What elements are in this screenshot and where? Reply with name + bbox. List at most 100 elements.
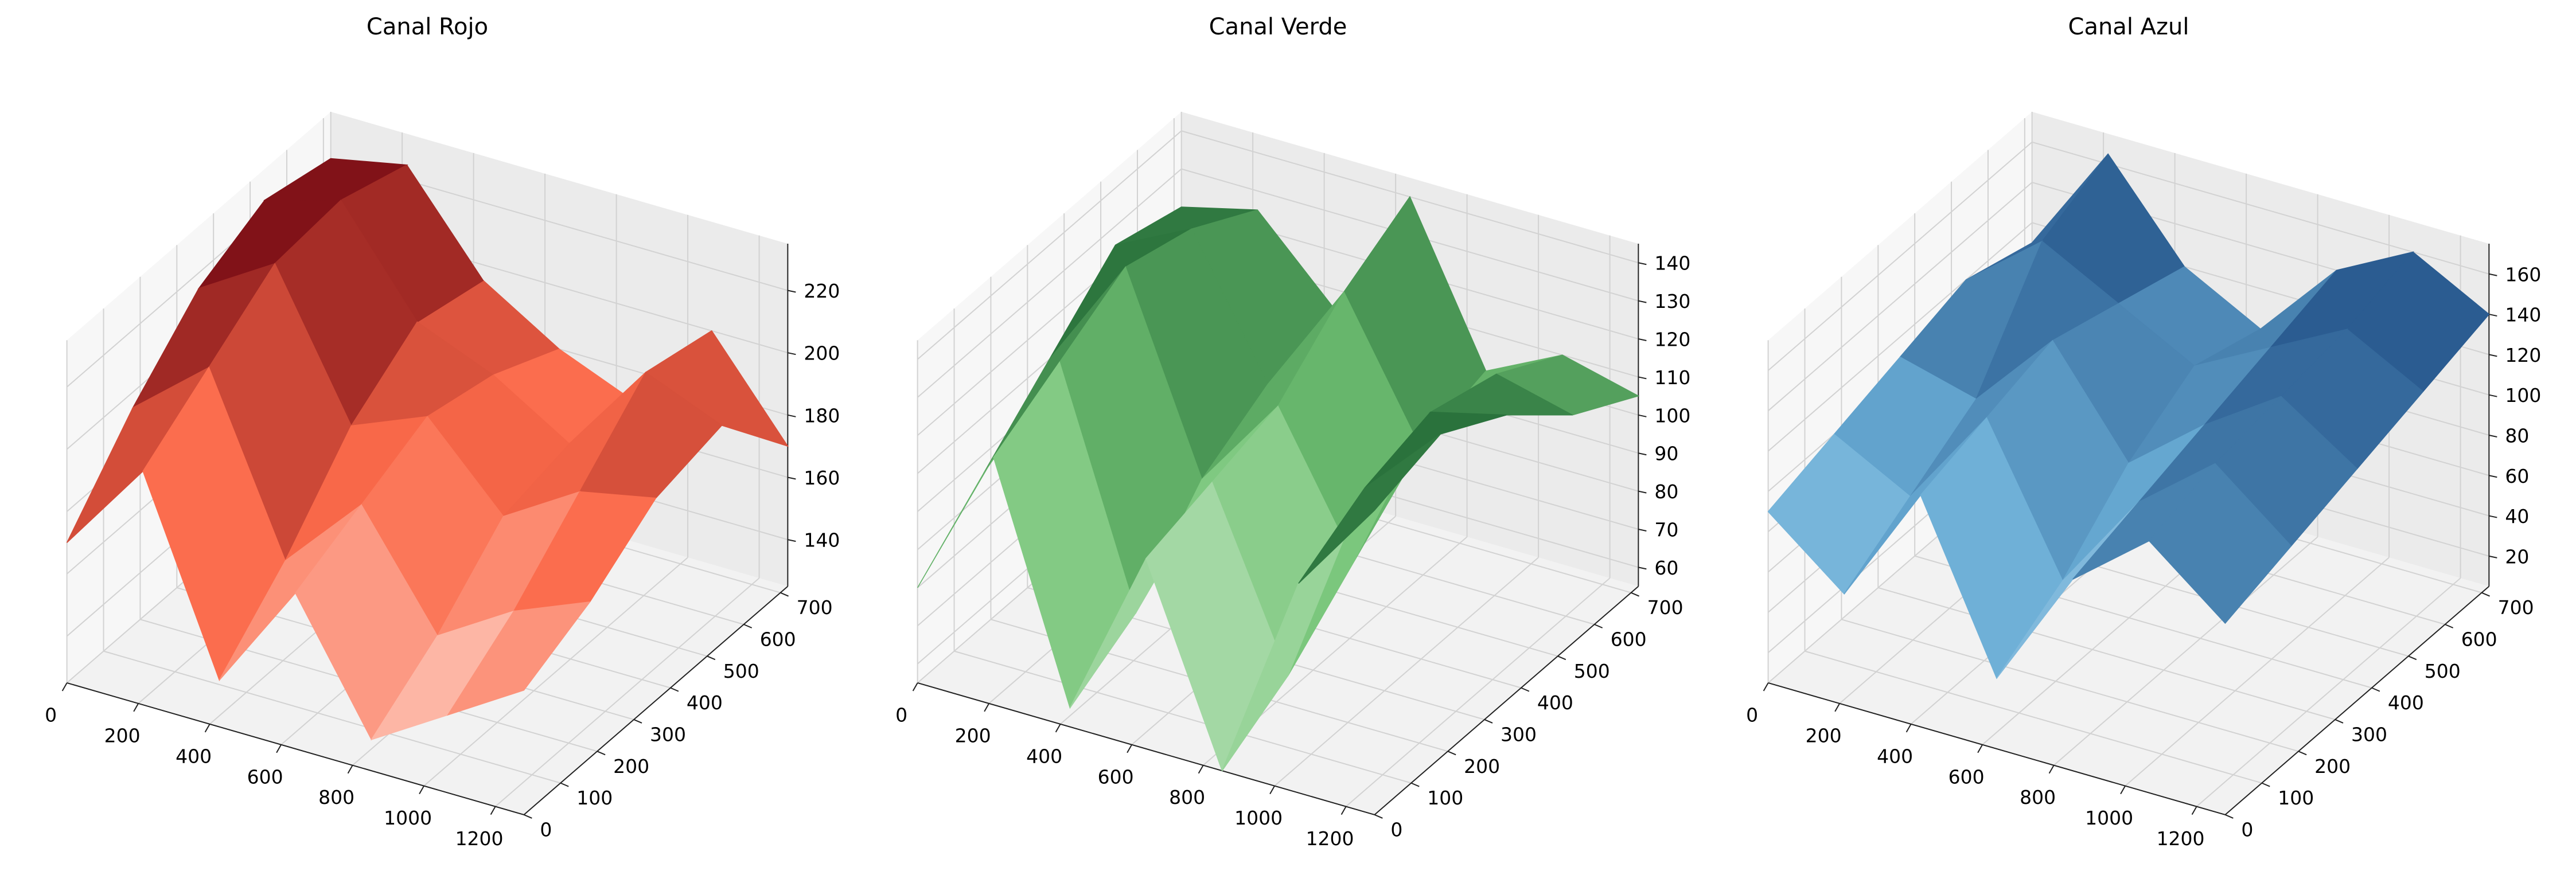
y-tick (1521, 687, 1530, 692)
x-tick (1198, 765, 1204, 774)
y-tick-label: 100 (2278, 787, 2314, 809)
x-tick-label: 0 (1746, 704, 1758, 726)
z-tick-label: 180 (804, 404, 840, 427)
z-tick-label: 40 (2505, 505, 2529, 528)
z-tick (2489, 273, 2497, 276)
x-tick (1763, 682, 1769, 692)
y-tick (523, 814, 532, 819)
y-tick-label: 700 (1647, 596, 1683, 619)
x-tick (1905, 724, 1912, 733)
y-tick-label: 300 (2351, 723, 2387, 745)
z-tick-label: 100 (1654, 404, 1690, 427)
y-tick-label: 0 (540, 818, 552, 841)
x-tick-label: 1000 (1234, 807, 1283, 829)
x-tick (1127, 744, 1132, 753)
y-tick (2408, 655, 2417, 661)
y-tick (2224, 814, 2234, 819)
z-tick-label: 140 (1654, 252, 1690, 275)
x-tick-label: 800 (2020, 786, 2056, 808)
x-tick (2048, 765, 2055, 774)
y-tick-label: 500 (1574, 660, 1610, 682)
surface-patch (447, 601, 591, 716)
x-tick-label: 600 (1948, 765, 1985, 788)
z-tick (788, 352, 796, 355)
y-tick (1374, 814, 1383, 819)
x-tick-label: 400 (1877, 745, 1913, 767)
z-tick (2489, 555, 2497, 558)
grid-line (103, 650, 561, 784)
y-tick-label: 0 (1390, 818, 1402, 841)
x-tick (61, 682, 68, 692)
z-tick-label: 120 (2505, 344, 2541, 366)
y-tick-label: 500 (2425, 660, 2461, 682)
z-tick (2489, 394, 2497, 397)
z-tick-label: 160 (804, 467, 840, 489)
z-tick (788, 539, 796, 542)
z-tick-label: 120 (1654, 329, 1690, 351)
y-tick (2298, 751, 2307, 756)
x-tick (1055, 724, 1061, 733)
x-tick-label: 0 (45, 704, 57, 726)
y-tick (780, 592, 789, 597)
z-tick-label: 60 (1654, 557, 1678, 579)
x-tick (984, 703, 989, 712)
y-tick-label: 600 (1611, 628, 1647, 650)
x-tick (133, 703, 139, 712)
y-tick-label: 100 (1427, 787, 1463, 809)
x-tick (912, 682, 918, 692)
x-tick-label: 1200 (455, 827, 504, 850)
z-tick-label: 70 (1654, 519, 1678, 541)
y-tick (2371, 687, 2380, 692)
surface-patch (2148, 463, 2292, 624)
y-tick (597, 751, 606, 756)
x-tick (1977, 744, 1983, 753)
chart-title: Canal Verde (1209, 14, 1347, 40)
grid-line (917, 130, 1182, 360)
z-tick (1638, 567, 1647, 570)
x-tick-label: 800 (318, 786, 354, 808)
chart-title: Canal Azul (2068, 14, 2189, 40)
y-tick (560, 782, 569, 787)
x-tick-label: 200 (1806, 724, 1842, 747)
x-tick (204, 724, 211, 733)
z-tick-label: 60 (2505, 465, 2529, 487)
y-tick (2335, 719, 2344, 724)
y-tick (1484, 719, 1493, 724)
x-tick-label: 600 (1098, 765, 1134, 788)
z-tick-label: 20 (2505, 545, 2529, 568)
x-axis-line (917, 682, 1375, 815)
y-tick (1410, 782, 1420, 787)
y-tick-label: 400 (2388, 692, 2424, 714)
grid-line (1767, 182, 2033, 412)
grid-line (1767, 222, 2033, 452)
z-tick (2489, 354, 2497, 357)
z-tick (1638, 376, 1647, 380)
y-tick-label: 600 (760, 628, 796, 650)
y-tick-label: 700 (2498, 596, 2534, 619)
z-tick (788, 290, 796, 293)
z-tick (788, 476, 796, 480)
y-tick (1631, 592, 1639, 597)
x-tick (276, 744, 282, 753)
x-tick-label: 800 (1169, 786, 1205, 808)
z-tick (1638, 529, 1647, 532)
z-tick-label: 80 (1654, 480, 1678, 503)
y-tick (2261, 782, 2270, 787)
grid-line (1805, 650, 2262, 784)
grid-line (954, 650, 1412, 784)
grid-line (1878, 587, 2336, 720)
y-tick (633, 719, 642, 724)
z-tick (1638, 490, 1647, 494)
z-tick-label: 130 (1654, 290, 1690, 312)
x-tick-label: 1200 (2157, 827, 2205, 850)
y-tick-label: 100 (576, 787, 613, 809)
y-tick (2445, 624, 2454, 628)
x-tick (419, 786, 424, 795)
y-tick-label: 0 (2241, 818, 2253, 841)
grid-line (1767, 142, 2033, 371)
z-tick (1638, 452, 1647, 456)
y-tick (2481, 592, 2490, 597)
chart-title: Canal Rojo (367, 14, 488, 40)
